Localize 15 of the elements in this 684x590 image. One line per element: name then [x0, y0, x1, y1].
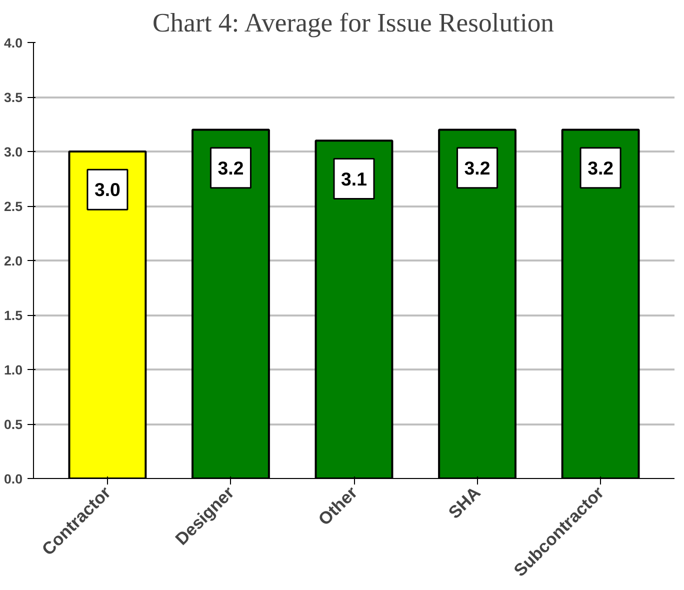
y-tick-label: 4.0 — [4, 36, 23, 50]
y-tick-label: 1.0 — [4, 362, 23, 378]
y-tick-label: 1.5 — [4, 308, 24, 323]
data-label: 3.2 — [588, 157, 614, 178]
data-label: 3.1 — [341, 168, 367, 190]
data-label: 3.0 — [94, 179, 120, 200]
y-tick-label: 0.0 — [4, 472, 23, 486]
y-tick-label: 3.5 — [4, 90, 24, 105]
data-label: 3.2 — [464, 157, 490, 178]
y-tick-label: 0.5 — [4, 417, 24, 432]
y-tick-label: 2.0 — [4, 254, 23, 268]
chart-title: Chart 4: Average for Issue Resolution — [152, 8, 554, 38]
data-label: 3.2 — [218, 157, 244, 178]
y-tick-label: 2.5 — [4, 199, 24, 214]
y-tick-label: 3.0 — [4, 144, 23, 160]
